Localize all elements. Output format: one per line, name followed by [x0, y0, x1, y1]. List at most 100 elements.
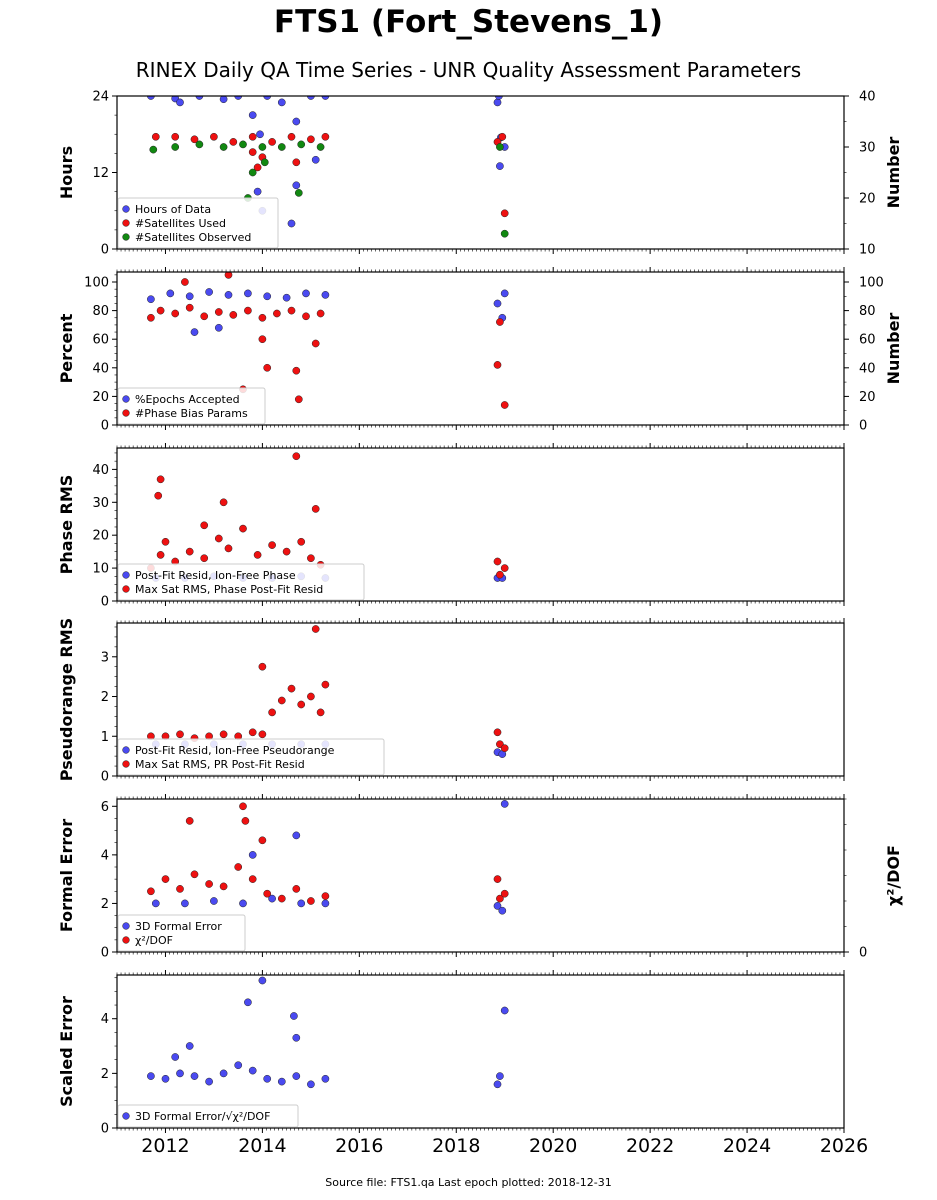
data-point	[210, 132, 218, 141]
data-point	[224, 544, 233, 553]
data-point	[205, 880, 213, 888]
y-tick-label: 6	[101, 800, 109, 815]
data-point	[195, 140, 204, 149]
data-point	[258, 335, 267, 344]
data-point	[239, 899, 247, 908]
data-point	[292, 885, 301, 893]
y-tick-label: 12	[92, 166, 109, 181]
data-point	[210, 897, 218, 905]
data-point	[287, 306, 296, 315]
data-point	[248, 111, 257, 119]
y-right-tick-label: 20	[859, 192, 876, 207]
data-point	[181, 278, 189, 286]
data-point	[224, 272, 233, 279]
y-tick-label: 0	[101, 419, 109, 434]
legend-marker	[122, 219, 130, 227]
y-tick-label: 4	[101, 1012, 109, 1027]
data-point	[316, 309, 325, 318]
source-footer: Source file: FTS1.qa Last epoch plotted:…	[325, 1176, 612, 1189]
legend-marker	[122, 1112, 130, 1120]
data-point	[292, 831, 301, 840]
data-point	[219, 498, 228, 507]
data-point	[147, 313, 155, 322]
data-point	[297, 700, 306, 709]
y-tick-label: 20	[92, 529, 109, 544]
data-point	[321, 680, 330, 689]
data-point	[294, 189, 303, 197]
data-point	[205, 1077, 213, 1086]
y-tick-label: 3	[101, 650, 109, 665]
data-point	[287, 132, 296, 141]
figure-subtitle: RINEX Daily QA Time Series - UNR Quality…	[135, 58, 802, 82]
data-point	[321, 892, 330, 900]
panel-3: 0 10 20 30 40 Phase RMS Post-Fit Resid, Ion-Fr…	[57, 443, 845, 610]
y-axis-label: Pseudorange RMS	[57, 618, 76, 781]
data-point	[493, 557, 502, 566]
x-tick-label: 2016	[335, 1135, 383, 1157]
data-point	[200, 312, 209, 321]
y-tick-label: 0	[101, 243, 109, 258]
data-point	[292, 366, 301, 375]
data-point	[292, 181, 301, 190]
data-point	[500, 744, 509, 753]
data-point	[263, 889, 272, 898]
legend-marker	[122, 395, 130, 403]
legend-marker	[122, 746, 130, 754]
data-point	[147, 295, 155, 304]
x-tick-label: 2018	[432, 1135, 480, 1157]
y-axis-label: Phase RMS	[57, 475, 76, 575]
data-point	[307, 135, 315, 144]
data-point	[493, 902, 502, 910]
legend: %Epochs Accepted#Phase Bias Params	[117, 387, 266, 425]
y-tick-label: 10	[92, 562, 109, 577]
data-point	[263, 1074, 272, 1083]
data-point	[253, 551, 262, 559]
y-tick-label: 40	[92, 463, 109, 478]
data-point	[321, 132, 330, 141]
y-tick-label: 0	[101, 770, 109, 785]
data-point	[268, 708, 276, 717]
data-point	[185, 547, 194, 556]
data-point	[224, 291, 233, 299]
y-tick-label: 0	[101, 946, 109, 961]
data-point	[290, 1012, 298, 1020]
data-point	[273, 309, 281, 318]
data-point	[496, 570, 504, 579]
data-point	[493, 361, 502, 369]
data-point	[258, 313, 267, 322]
panel-4: 0 1 2 3 Pseudorange RMS Post-Fit Resid, Ion-F…	[57, 618, 845, 785]
data-point	[498, 906, 507, 915]
data-point	[260, 158, 269, 167]
data-point	[500, 289, 509, 298]
data-point	[277, 696, 286, 705]
x-tick-label: 2026	[820, 1135, 868, 1157]
data-point	[292, 1033, 301, 1042]
legend-marker	[122, 760, 130, 768]
data-point	[277, 1077, 286, 1086]
data-point	[263, 292, 272, 301]
data-point	[190, 135, 199, 144]
data-point	[302, 289, 310, 298]
data-point	[176, 1069, 184, 1078]
data-point	[500, 800, 509, 808]
x-tick-label: 2024	[723, 1135, 771, 1157]
data-point	[263, 363, 272, 372]
data-point	[185, 303, 194, 312]
y-right-tick-label: 0	[859, 419, 867, 434]
data-point	[248, 875, 257, 883]
data-point	[500, 229, 509, 238]
data-point	[214, 308, 223, 316]
data-point	[244, 289, 252, 298]
data-point	[493, 299, 502, 308]
y-tick-label: 100	[84, 276, 109, 291]
data-point	[248, 728, 257, 737]
data-point	[176, 885, 184, 893]
data-point	[156, 306, 165, 315]
data-point	[311, 505, 320, 513]
data-point	[258, 143, 267, 151]
panel-1-points	[147, 96, 509, 238]
data-point	[171, 1053, 180, 1061]
